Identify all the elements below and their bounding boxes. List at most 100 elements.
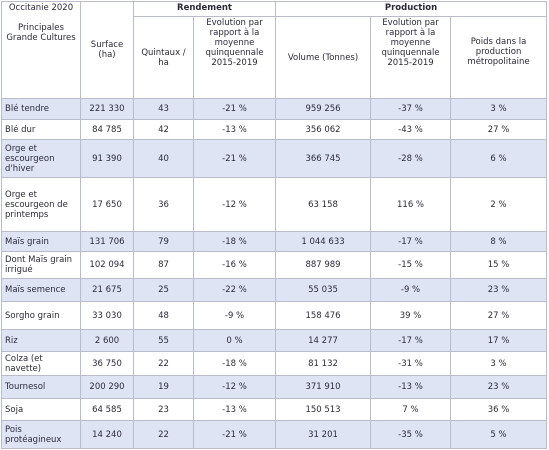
table-cell: 6 % [450, 139, 548, 178]
table-cell: -21 % [192, 139, 277, 178]
table-cell: -18 % [192, 351, 277, 376]
row-label: Blé tendre [1, 98, 81, 120]
table-cell: 27 % [450, 119, 548, 140]
table-cell: 366 745 [275, 139, 372, 178]
row-label: Soja [1, 398, 81, 421]
row-label: Sorgho grain [1, 301, 81, 330]
table-row: Orge et escourgeon d'hiver 91 390 40 -21 % 3… [1, 139, 548, 178]
table-cell: -15 % [370, 251, 452, 279]
table-cell: -17 % [370, 329, 452, 352]
row-label: Blé dur [1, 119, 81, 140]
table-row: Colza (et navette) 36 750 22 -18 % 81 132 -31… [1, 351, 548, 376]
table-row: Riz 2 600 55 0 % 14 277 -17 % 17 % [1, 329, 548, 352]
table-cell: -12 % [192, 375, 277, 399]
table-row: Dont Maïs grain irrigué 102 094 87 -16 % 887… [1, 251, 548, 279]
header-cell: Poids dans la production métropolitaine [450, 16, 548, 99]
table-cell: 36 % [450, 398, 548, 421]
table-cell: -17 % [370, 231, 452, 252]
row-label: Maïs grain [1, 231, 81, 252]
table-cell: 102 094 [80, 251, 134, 279]
header-cell: Volume (Tonnes) [275, 16, 372, 99]
table-cell: 2 % [450, 177, 548, 232]
table-cell: 15 % [450, 251, 548, 279]
table-cell: 887 989 [275, 251, 372, 279]
table-row: Blé dur 84 785 42 -13 % 356 062 -43 % 27 % [1, 119, 548, 140]
table-cell: 48 [133, 301, 194, 330]
table-cell: -13 % [370, 375, 452, 399]
table-cell: 221 330 [80, 98, 134, 120]
table-row: Soja 64 585 23 -13 % 150 513 7 % 36 % [1, 398, 548, 421]
row-label: Tournesol [1, 375, 81, 399]
table-cell: -35 % [370, 420, 452, 449]
group-header: Rendement [132, 1, 277, 17]
table-cell: 116 % [370, 177, 452, 232]
row-label: Maïs semence [1, 278, 81, 302]
table-cell: 87 [133, 251, 194, 279]
table-cell: -21 % [192, 98, 277, 120]
table-cell: -31 % [370, 351, 452, 376]
table-cell: 19 [133, 375, 194, 399]
table-cell: -9 % [192, 301, 277, 330]
table-cell: 36 750 [80, 351, 134, 376]
table-cell: 27 % [450, 301, 548, 330]
table-cell: 5 % [450, 420, 548, 449]
table-cell: 40 [133, 139, 194, 178]
table-cell: 17 % [450, 329, 548, 352]
table-cell: 43 [133, 98, 194, 120]
header-cell: Occitanie 2020 Principales Grande Culture… [1, 1, 81, 99]
table-cell: 23 % [450, 375, 548, 399]
table-cell: 91 390 [80, 139, 134, 178]
table-row: Sorgho grain 33 030 48 -9 % 158 476 39 % 27 % [1, 301, 548, 330]
table-cell: 3 % [450, 98, 548, 120]
row-label: Pois protéagineux [1, 420, 81, 449]
table-cell: 200 290 [80, 375, 134, 399]
table-cell: 22 [133, 420, 194, 449]
table-cell: 0 % [192, 329, 277, 352]
table-cell: 55 035 [275, 278, 372, 302]
region: Occitanie 2020 [8, 3, 74, 13]
table-cell: 131 706 [80, 231, 134, 252]
table-cell: 23 [133, 398, 194, 421]
table-cell: -37 % [370, 98, 452, 120]
subject: Principales Grande Cultures [6, 23, 76, 43]
header-cell: Surface (ha) [80, 1, 134, 99]
table-cell: 31 201 [275, 420, 372, 449]
table-body: Blé tendre 221 330 43 -21 % 959 256 -37 % 3 % B… [1, 98, 548, 449]
table-cell: 17 650 [80, 177, 134, 232]
table-cell: -13 % [192, 119, 277, 140]
table-cell: -21 % [192, 420, 277, 449]
table-cell: -9 % [370, 278, 452, 302]
table-cell: -22 % [192, 278, 277, 302]
table-cell: 22 [133, 351, 194, 376]
table-cell: -12 % [192, 177, 277, 232]
table-cell: 25 [133, 278, 194, 302]
table-cell: -16 % [192, 251, 277, 279]
table-row: Pois protéagineux 14 240 22 -21 % 31 201 -35 … [1, 420, 548, 449]
table-cell: 79 [133, 231, 194, 252]
table-cell: -18 % [192, 231, 277, 252]
table-cell: -13 % [192, 398, 277, 421]
table-row: Orge et escourgeon de printemps 17 650 36-… [1, 177, 548, 232]
table-cell: 63 158 [275, 177, 372, 232]
row-label: Colza (et navette) [1, 351, 81, 376]
table-cell: 64 585 [80, 398, 134, 421]
header-cell: Evolution par rapport à la moyenne quinq… [192, 16, 277, 99]
table-cell: 1 044 633 [275, 231, 372, 252]
table-row: Blé tendre 221 330 43 -21 % 959 256 -37 % 3 % [1, 98, 548, 120]
row-label: Orge et escourgeon d'hiver [1, 139, 81, 178]
table-cell: 150 513 [275, 398, 372, 421]
table-cell: 3 % [450, 351, 548, 376]
row-label: Orge et escourgeon de printemps [1, 177, 81, 232]
table-cell: 36 [133, 177, 194, 232]
table-cell: 33 030 [80, 301, 134, 330]
table-cell: 7 % [370, 398, 452, 421]
table-row: Tournesol 200 290 19 -12 % 371 910 -13 % 23 % [1, 375, 548, 399]
row-label: Riz [1, 329, 81, 352]
table-cell: 158 476 [275, 301, 372, 330]
table-cell: -43 % [370, 119, 452, 140]
table-cell: 371 910 [275, 375, 372, 399]
group-header: Production [275, 1, 548, 17]
table-cell: 959 256 [275, 98, 372, 120]
